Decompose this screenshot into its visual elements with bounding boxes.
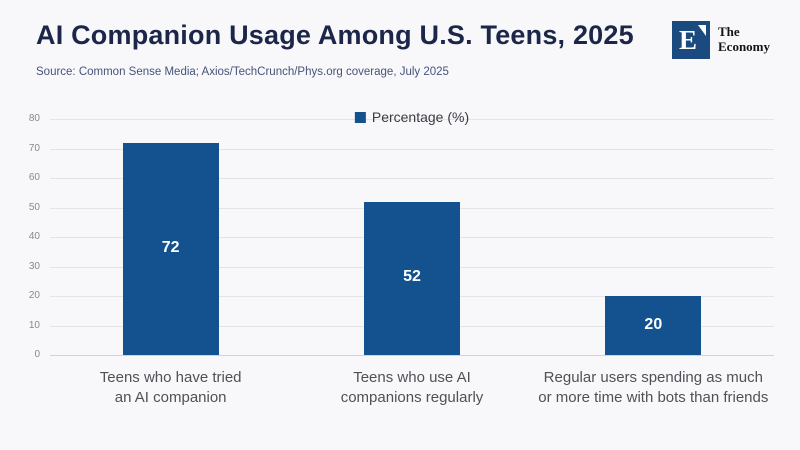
bar-value-2: 52 — [403, 268, 421, 286]
gridline-y-0 — [50, 355, 774, 356]
logo-wordmark-line1: The — [718, 24, 740, 40]
bar-2 — [364, 201, 460, 355]
bar-value-1: 72 — [161, 238, 180, 256]
chart-legend: Percentage (%) — [354, 109, 470, 125]
y-tick-label-70: 70 — [28, 142, 40, 154]
gridline-y-70 — [50, 148, 774, 150]
page-title: AI Companion Usage Among U.S. Teens, 202… — [36, 20, 634, 50]
gridline-y-80 — [50, 119, 774, 120]
category-label-3: Regular users spending as much or more t… — [538, 369, 769, 407]
the-economy-logo: E The Economy — [672, 21, 770, 59]
bar-3 — [605, 296, 702, 355]
y-tick-label-10: 10 — [28, 319, 40, 331]
legend-label: Percentage (%) — [371, 109, 470, 125]
bar-value-3: 20 — [644, 315, 663, 333]
logo-e-icon: E — [672, 21, 710, 59]
y-tick-label-20: 20 — [28, 290, 40, 301]
y-tick-label-80: 80 — [28, 113, 40, 124]
logo-notch-icon — [698, 25, 706, 36]
y-tick-label-30: 30 — [28, 260, 40, 272]
gridline-y-60 — [50, 178, 774, 179]
category-label-1: Teens who have tried an AI companion — [99, 369, 242, 407]
bar-1 — [122, 142, 219, 355]
source-note: Source: Common Sense Media; Axios/TechCr… — [36, 66, 449, 78]
y-tick-label-40: 40 — [28, 231, 40, 242]
legend-swatch-icon — [354, 111, 366, 123]
logo-wordmark-line2: Economy — [718, 39, 770, 54]
category-label-2: Teens who use AI companions regularly — [340, 369, 484, 407]
logo-wordmark: The Economy — [718, 25, 770, 54]
y-tick-label-50: 50 — [28, 201, 40, 213]
logo-letter: E — [678, 25, 697, 55]
y-tick-label-0: 0 — [34, 349, 40, 360]
y-tick-label-60: 60 — [28, 172, 40, 183]
